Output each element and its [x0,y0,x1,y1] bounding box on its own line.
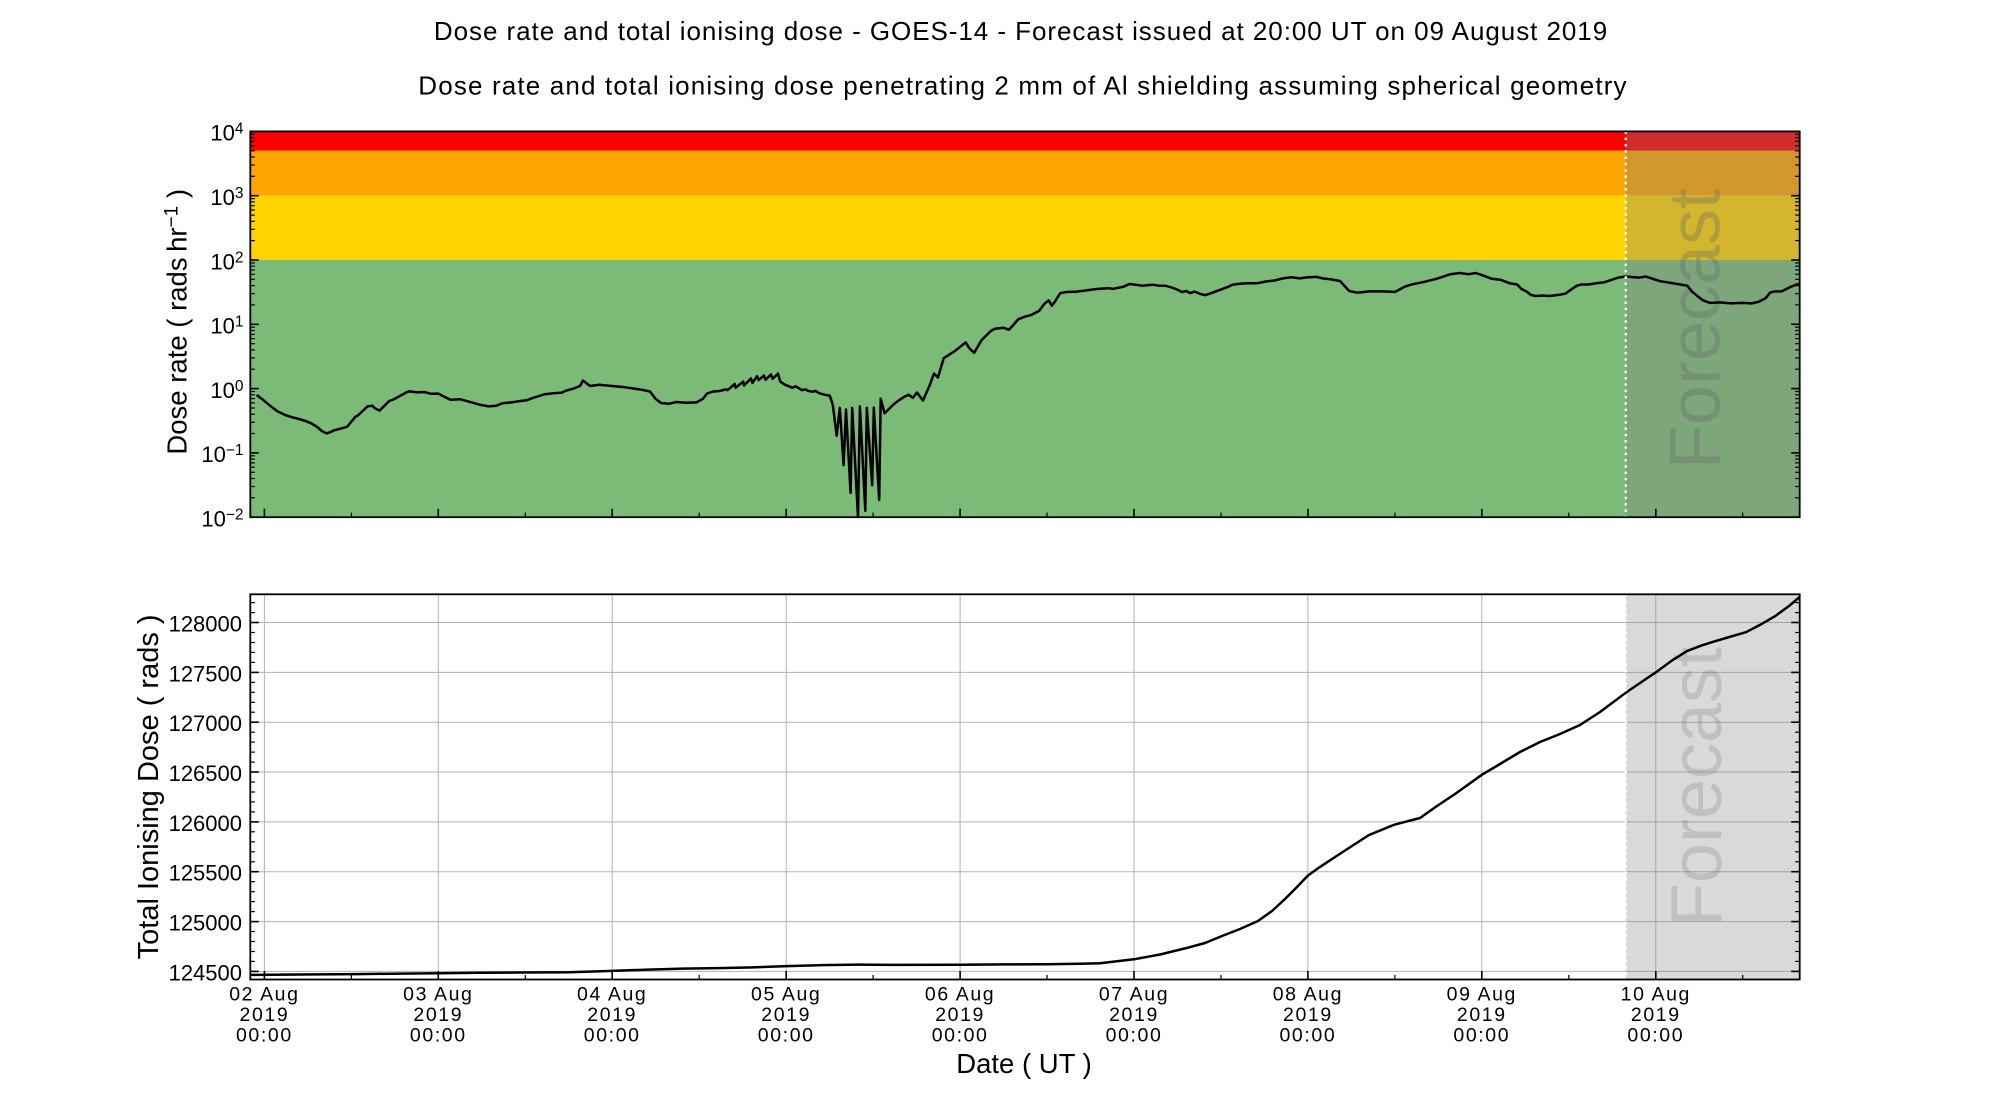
svg-text:Forecast: Forecast [1656,189,1736,469]
svg-text:2019: 2019 [1631,1004,1681,1026]
svg-text:2019: 2019 [935,1004,985,1026]
svg-text:126500: 126500 [169,761,242,786]
svg-text:00:00: 00:00 [1453,1025,1510,1047]
svg-text:00:00: 00:00 [410,1025,467,1047]
svg-text:00:00: 00:00 [584,1025,641,1047]
svg-text:2019: 2019 [1109,1004,1159,1026]
svg-text:07 Aug: 07 Aug [1099,984,1169,1006]
svg-text:00:00: 00:00 [758,1025,815,1047]
svg-text:2019: 2019 [761,1004,811,1026]
svg-text:10 Aug: 10 Aug [1621,984,1691,1006]
svg-text:Dose rate and total ionising d: Dose rate and total ionising dose - GOES… [434,16,1608,46]
svg-text:02 Aug: 02 Aug [229,984,299,1006]
svg-text:09 Aug: 09 Aug [1447,984,1517,1006]
svg-text:04 Aug: 04 Aug [577,984,647,1006]
svg-text:05 Aug: 05 Aug [751,984,821,1006]
svg-text:127500: 127500 [169,661,242,686]
svg-text:Forecast: Forecast [1657,647,1737,927]
svg-text:124500: 124500 [169,960,242,985]
svg-text:08 Aug: 08 Aug [1273,984,1343,1006]
svg-text:Date ( UT ): Date ( UT ) [956,1048,1092,1079]
svg-text:2019: 2019 [587,1004,637,1026]
svg-text:127000: 127000 [169,711,242,736]
svg-text:00:00: 00:00 [236,1025,293,1047]
svg-text:2019: 2019 [413,1004,463,1026]
svg-text:Total Ionising Dose ( rads ): Total Ionising Dose ( rads ) [133,614,165,959]
svg-text:2019: 2019 [1283,1004,1333,1026]
svg-text:128000: 128000 [169,611,242,636]
svg-text:06 Aug: 06 Aug [925,984,995,1006]
svg-text:00:00: 00:00 [1627,1025,1684,1047]
svg-text:10−1: 10−1 [201,442,243,467]
svg-text:Dose rate and total ionising d: Dose rate and total ionising dose penetr… [418,71,1627,101]
svg-text:2019: 2019 [240,1004,290,1026]
svg-text:2019: 2019 [1457,1004,1507,1026]
svg-text:Dose rate ( rads hr−1 ): Dose rate ( rads hr−1 ) [162,189,193,455]
svg-text:126000: 126000 [169,811,242,836]
svg-text:00:00: 00:00 [1279,1025,1336,1047]
svg-text:00:00: 00:00 [1106,1025,1163,1047]
svg-text:00:00: 00:00 [932,1025,989,1047]
svg-text:125500: 125500 [169,861,242,886]
svg-text:125000: 125000 [169,911,242,936]
svg-text:03 Aug: 03 Aug [403,984,473,1006]
